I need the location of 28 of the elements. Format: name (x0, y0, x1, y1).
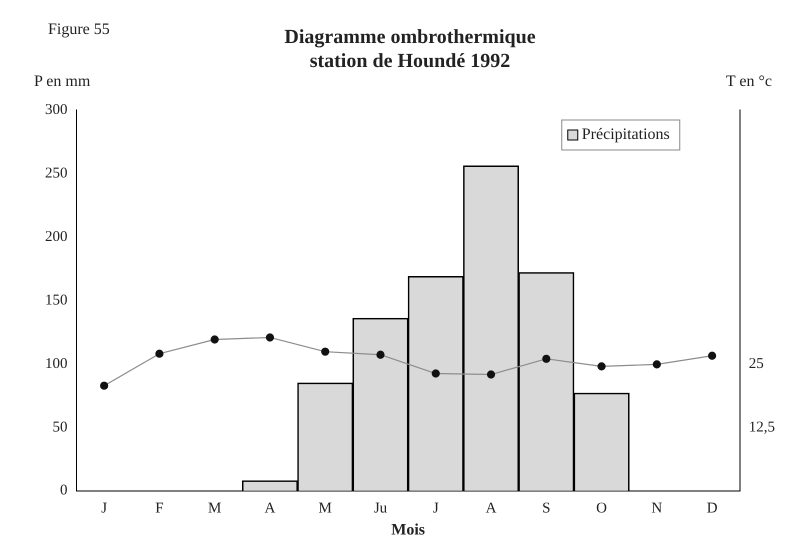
x-tick-label: S (542, 500, 550, 517)
x-tick-label: J (432, 500, 439, 517)
x-tick-label: Ju (374, 500, 388, 517)
x-tick-label: M (208, 500, 222, 517)
x-tick-label: O (596, 500, 608, 517)
text: Diagramme ombrothermique (284, 26, 536, 48)
x-axis-title: Mois (391, 522, 426, 539)
y2-tick-label: 12,5 (748, 419, 775, 436)
y-tick-label: 0 (60, 482, 68, 499)
y-tick-label: 250 (45, 165, 68, 182)
x-tick-label: F (155, 500, 164, 517)
y2-tick-label: 25 (748, 356, 764, 372)
y-tick-label: 100 (45, 356, 68, 372)
y2-axis-title: T en °c (726, 73, 772, 90)
y-axis-title: P en mm (34, 73, 91, 90)
text: station de Houndé 1992 (310, 50, 510, 72)
x-tick-label: A (264, 500, 276, 517)
caption: Figure 55 (48, 21, 110, 38)
x-tick-label: A (486, 500, 497, 517)
y-tick-label: 300 (45, 102, 68, 118)
x-tick-label: M (318, 500, 332, 517)
y-tick-label: 200 (45, 228, 68, 245)
legend-label: Précipitations (582, 126, 670, 144)
x-tick-label: D (706, 500, 718, 517)
y-tick-label: 150 (45, 292, 68, 308)
y-tick-label: 50 (52, 419, 68, 436)
x-tick-label: J (101, 500, 108, 517)
x-tick-label: N (651, 500, 662, 517)
